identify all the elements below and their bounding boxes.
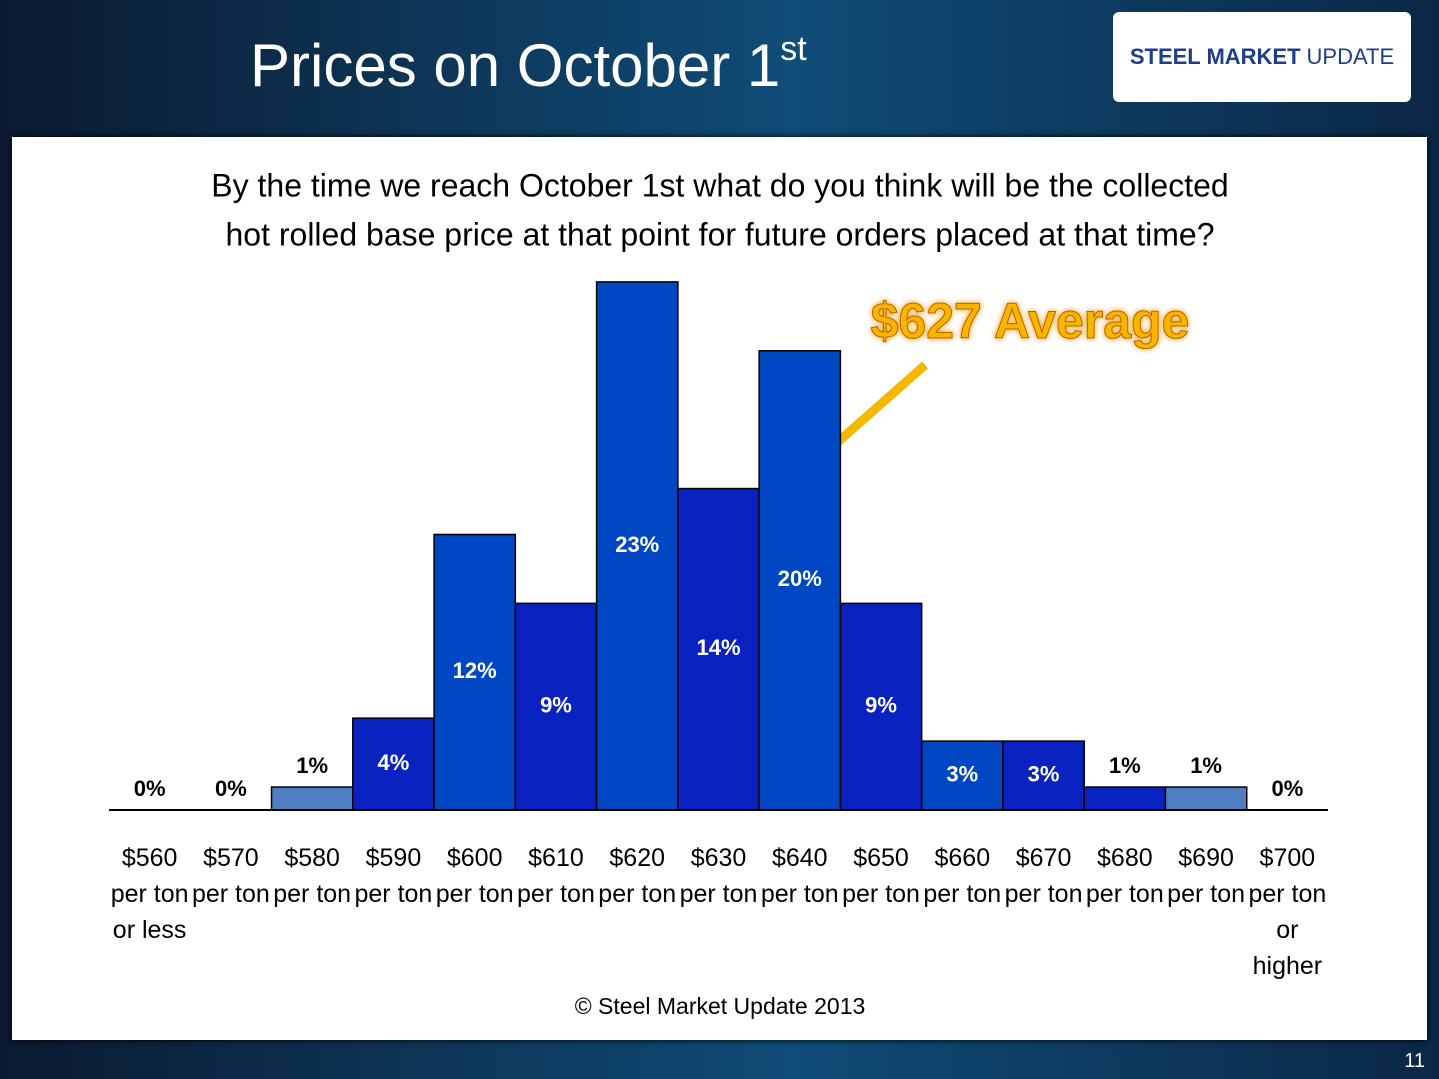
value-label: 0% xyxy=(1271,776,1303,801)
value-label: 14% xyxy=(696,635,740,660)
value-label: 1% xyxy=(1109,753,1141,778)
bar xyxy=(1083,786,1167,811)
annotation: $627 Average xyxy=(871,293,1190,349)
value-label: 0% xyxy=(215,776,247,801)
source: © Steel Market Update 2013 xyxy=(575,993,866,1019)
title-text: Prices on October 1 xyxy=(250,32,781,99)
slide-title: Prices on October 1st xyxy=(250,30,807,100)
value-label: 1% xyxy=(296,753,328,778)
category-label: $570 per ton xyxy=(191,844,270,908)
category-label: $690 per ton xyxy=(1167,844,1246,908)
bar xyxy=(352,717,435,811)
category-label: $630 per ton xyxy=(679,844,758,908)
category-label: $610 per ton xyxy=(517,844,595,908)
bar xyxy=(839,602,923,811)
bar xyxy=(270,786,354,811)
category-label: $700 per ton or higher xyxy=(1248,844,1327,980)
logo: STEEL MARKET UPDATE xyxy=(1113,12,1411,102)
category-label: $560 per ton or less xyxy=(110,844,189,944)
logo-bold: STEEL MARKET xyxy=(1129,44,1301,69)
bar xyxy=(514,602,598,811)
value-label: 23% xyxy=(615,532,659,557)
category-label: $620 per ton xyxy=(598,844,677,908)
logo-light: UPDATE xyxy=(1306,44,1395,69)
category-label: $650 per ton xyxy=(842,844,920,908)
category-label: $670 per ton xyxy=(1004,844,1083,908)
value-label: 12% xyxy=(453,658,497,683)
category-label: $660 per ton xyxy=(923,844,1002,908)
value-label: 1% xyxy=(1190,753,1222,778)
value-label: 20% xyxy=(778,566,822,591)
bar xyxy=(920,740,1004,811)
value-label: 4% xyxy=(378,750,410,775)
category-label: $640 per ton xyxy=(760,844,839,908)
value-label: 9% xyxy=(540,692,572,717)
question-line: By the time we reach October 1st what do… xyxy=(211,167,1228,203)
category-label: $600 per ton xyxy=(435,844,514,908)
value-label: 3% xyxy=(946,761,978,786)
category-label: $580 per ton xyxy=(273,844,352,908)
category-label: $680 per ton xyxy=(1085,844,1164,908)
bar xyxy=(1002,740,1085,811)
category-label: $590 per ton xyxy=(354,844,433,908)
question-line: hot rolled base price at that point for … xyxy=(225,216,1214,252)
value-label: 0% xyxy=(134,776,166,801)
bar xyxy=(758,350,842,811)
title-sup: st xyxy=(780,30,807,68)
page-number: 11 xyxy=(1404,1050,1425,1072)
value-label: 9% xyxy=(865,692,897,717)
value-label: 3% xyxy=(1028,761,1060,786)
bar xyxy=(1164,786,1248,811)
bar xyxy=(433,533,517,811)
